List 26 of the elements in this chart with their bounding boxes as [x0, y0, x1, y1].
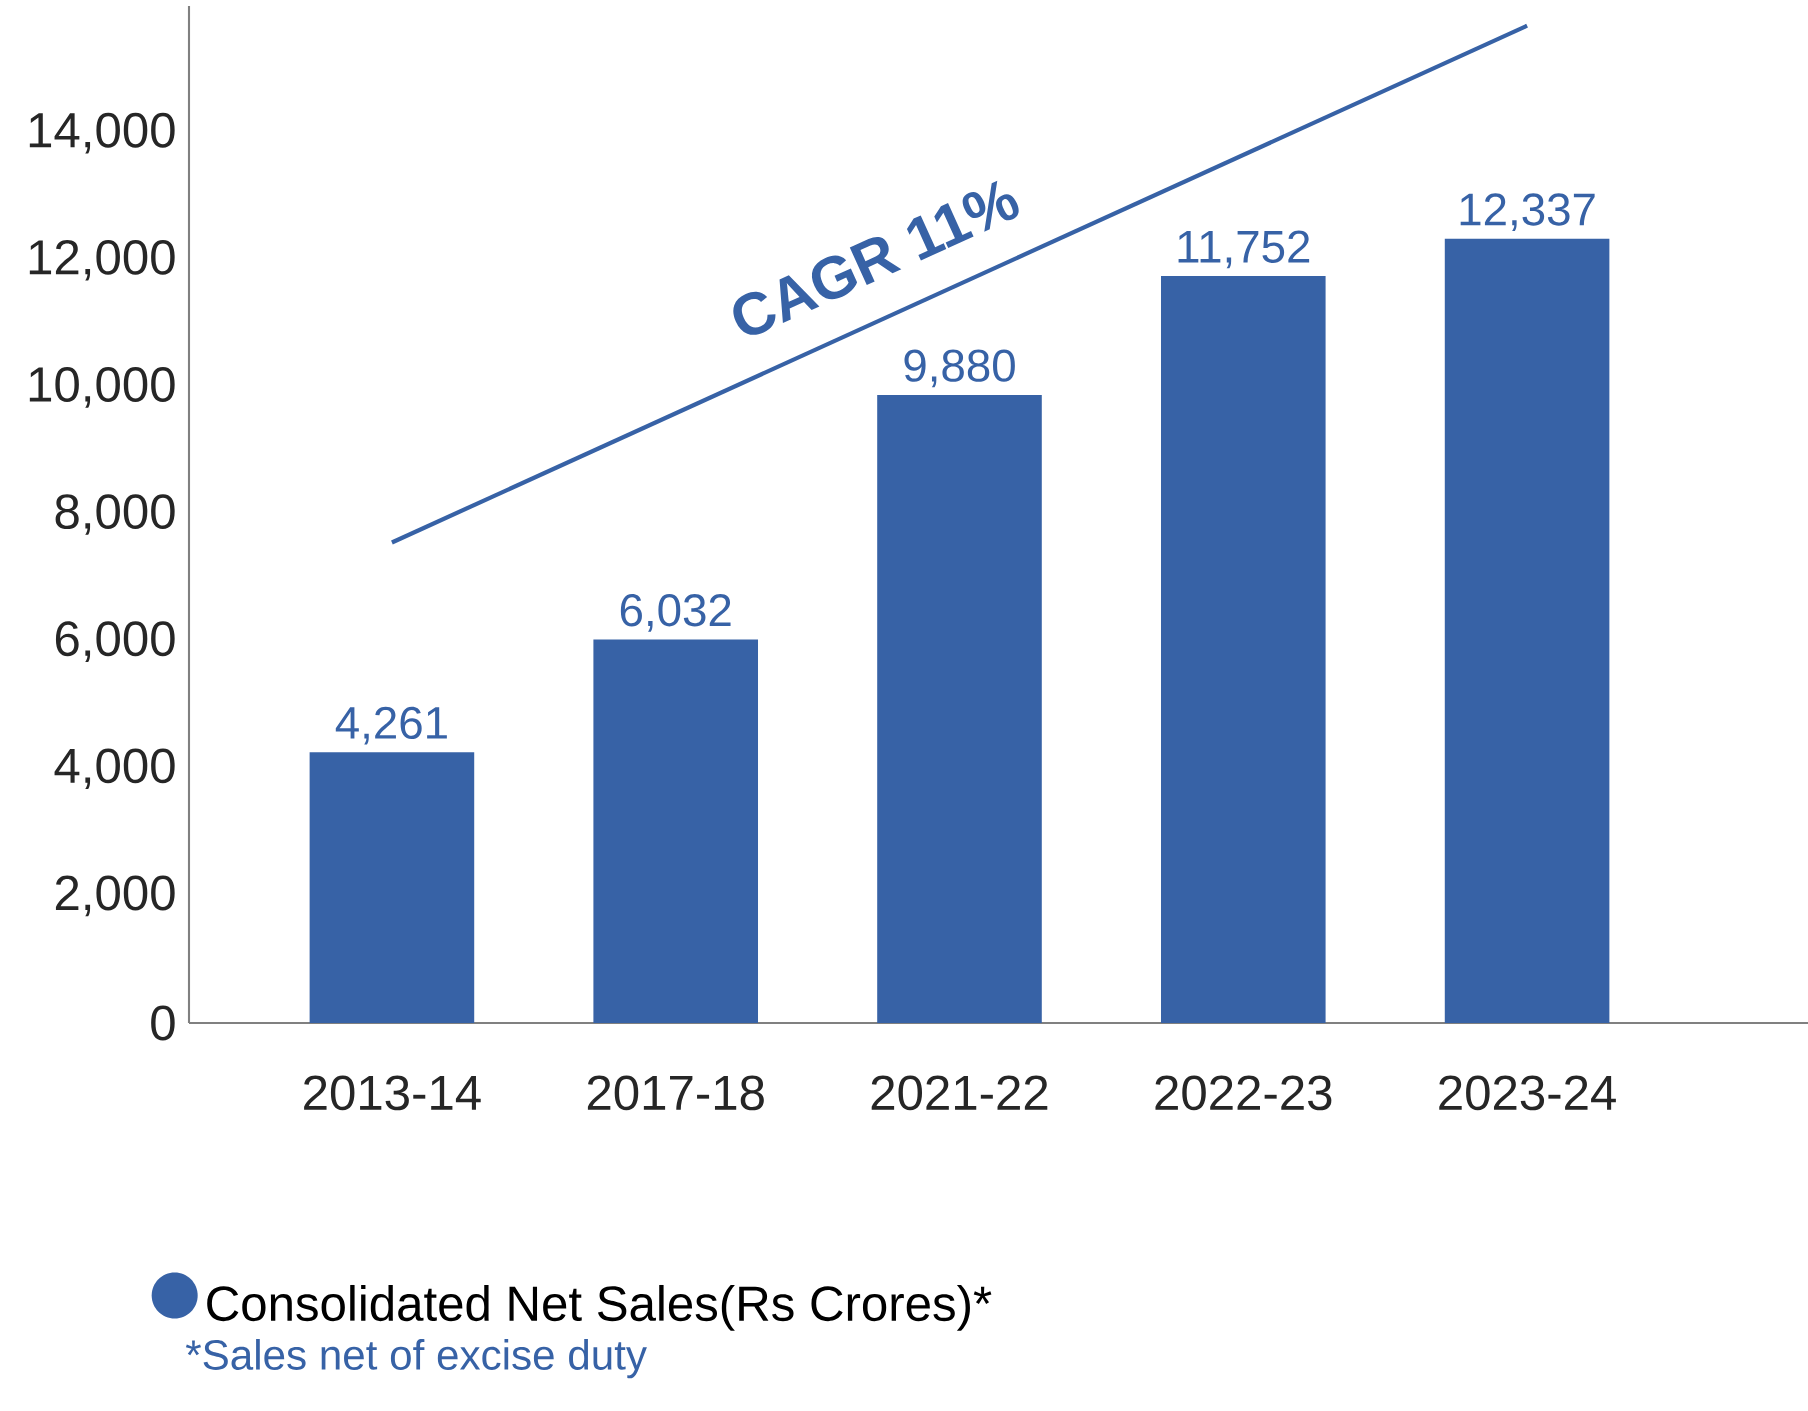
- y-tick-label: 14,000: [29, 112, 175, 154]
- y-tick-label: 8,000: [55, 494, 175, 535]
- x-tick-label: 2023-24: [1439, 1075, 1616, 1111]
- bar: [1160, 276, 1326, 1024]
- y-tick-label: 10,000: [29, 367, 175, 408]
- x-tick-label: 2021-22: [871, 1075, 1048, 1111]
- text: 4,261: [335, 706, 447, 745]
- text: 6,032: [620, 594, 731, 632]
- bar: [309, 752, 475, 1024]
- bar: [1444, 238, 1610, 1024]
- y-tick-label: 0: [151, 1005, 175, 1041]
- y-tick-label: 6,000: [55, 621, 175, 662]
- x-tick-label: 2013-14: [304, 1075, 481, 1111]
- bar: [593, 639, 759, 1024]
- text: *Sales net of excise duty: [185, 1339, 647, 1379]
- y-tick-label: 4,000: [54, 748, 175, 790]
- text: 12,337: [1460, 193, 1595, 232]
- y-tick-label: 12,000: [29, 239, 175, 281]
- x-tick-label: 2022-23: [1155, 1075, 1332, 1111]
- x-tick-label: 2017-18: [587, 1075, 764, 1111]
- y-tick-label: 2,000: [55, 875, 175, 917]
- legend-label: Consolidated Net Sales(Rs Crores)*: [207, 1284, 992, 1331]
- annotation: CAGR 11%: [733, 180, 1019, 335]
- bar: [877, 395, 1042, 1024]
- text: 9,880: [904, 349, 1015, 388]
- text: 11,752: [1178, 230, 1310, 269]
